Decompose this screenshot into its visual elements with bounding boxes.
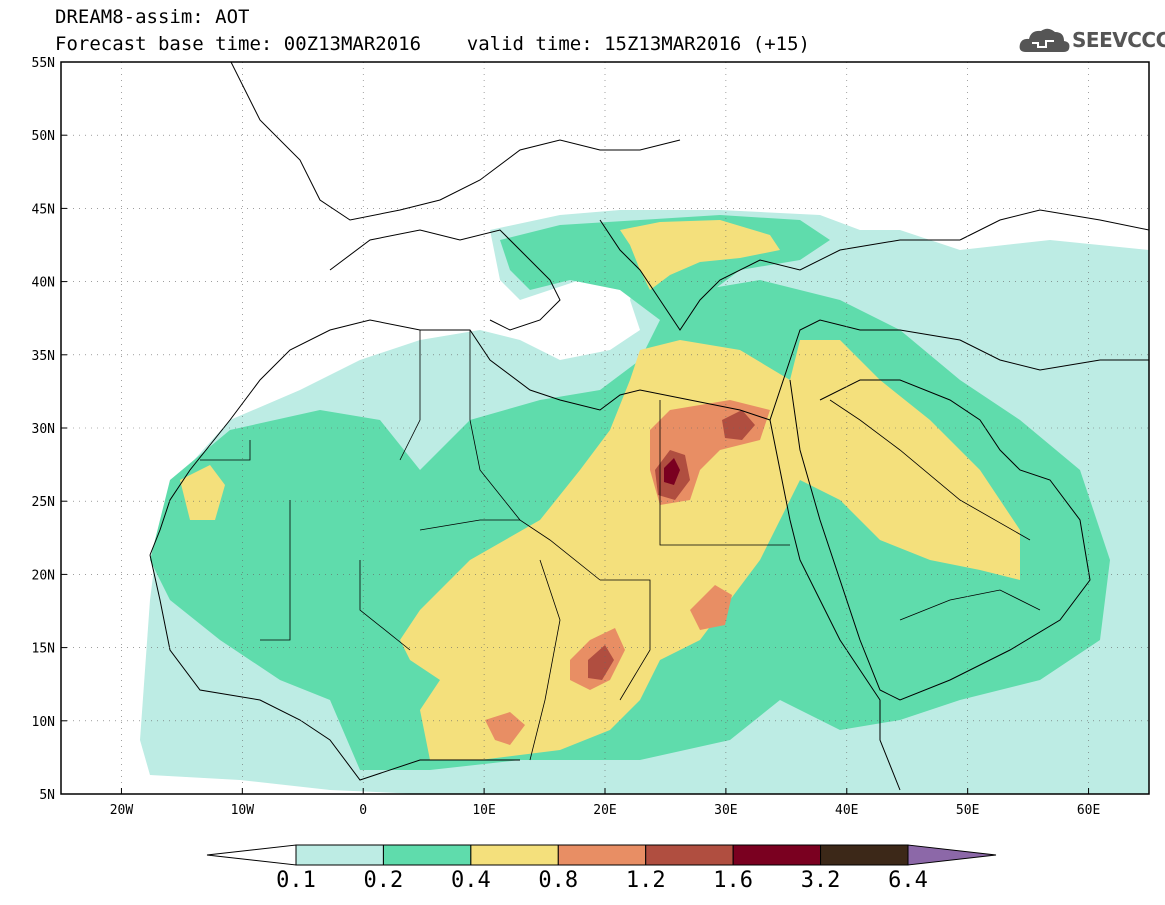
lon-tick-label: 0 <box>359 803 367 818</box>
lat-tick-label: 10N <box>32 715 55 730</box>
lat-tick-label: 45N <box>32 202 55 217</box>
lat-tick-label: 15N <box>32 642 55 657</box>
lon-tick-label: 30E <box>714 803 737 818</box>
colorbar-swatch <box>820 844 909 866</box>
colorbar-label: 0.4 <box>450 868 491 893</box>
lat-tick-label: 20N <box>32 568 55 583</box>
seevccc-logo: SEEVCCC <box>1018 24 1165 58</box>
lon-tick-label: 20E <box>593 803 616 818</box>
colorbar-swatch <box>732 844 822 866</box>
aot-band-0.4-north <box>620 220 780 290</box>
logo-text: SEEVCCC <box>1072 28 1165 52</box>
lat-tick-label: 35N <box>32 349 55 364</box>
aot-band-0.4-west <box>180 465 225 520</box>
lon-tick-label: 10W <box>231 803 255 818</box>
aot-band-0.8-east <box>690 585 732 630</box>
colorbar-arrow-high <box>907 844 997 866</box>
lon-tick-label: 10E <box>472 803 495 818</box>
lon-tick-label: 60E <box>1077 803 1100 818</box>
colorbar-label: 6.4 <box>888 868 928 893</box>
lat-tick-label: 30N <box>32 422 55 437</box>
colorbar-label: 1.6 <box>713 868 754 893</box>
latitude-axis: 55N 50N 45N 40N 35N 30N 25N 20N 15N 10N 5N <box>32 56 67 803</box>
colorbar-swatch <box>295 844 384 866</box>
forecast-times: Forecast base time: 00Z13MAR2016 valid t… <box>55 33 810 55</box>
lat-tick-label: 25N <box>32 495 55 510</box>
cloud-icon <box>1019 28 1070 52</box>
aot-band-1.2-ne <box>722 410 755 440</box>
colorbar-swatch <box>557 844 647 866</box>
lon-tick-label: 50E <box>956 803 979 818</box>
colorbar-swatch <box>382 844 472 866</box>
country-borders <box>200 330 1041 761</box>
graticule <box>61 62 1149 794</box>
lat-tick-label: 50N <box>32 129 55 144</box>
colorbar-arrow-low <box>206 844 297 866</box>
colorbar-label: 1.2 <box>625 868 666 893</box>
aot-band-1.6 <box>664 458 680 485</box>
longitude-axis: 20W 10W 0 10E 20E 30E 40E 50E 60E <box>110 788 1100 818</box>
lon-tick-label: 20W <box>110 803 134 818</box>
lat-tick-label: 55N <box>32 56 55 71</box>
lat-tick-label: 5N <box>39 788 55 803</box>
aot-band-1.2-s <box>588 645 614 680</box>
aot-field <box>140 210 1149 794</box>
coastlines <box>149 62 1149 791</box>
colorbar-swatch <box>470 844 559 866</box>
aot-band-0.8-sw <box>485 712 525 745</box>
colorbar-label: 0.2 <box>363 868 404 893</box>
colorbar-label: 0.8 <box>538 868 579 893</box>
lon-tick-label: 40E <box>835 803 858 818</box>
colorbar-swatch <box>645 844 734 866</box>
map-title: DREAM8-assim: AOT <box>55 6 250 28</box>
colorbar-label: 3.2 <box>800 868 841 893</box>
colorbar-label: 0.1 <box>276 868 316 893</box>
aot-band-0.4 <box>400 340 1020 760</box>
lat-tick-label: 40N <box>32 276 55 291</box>
